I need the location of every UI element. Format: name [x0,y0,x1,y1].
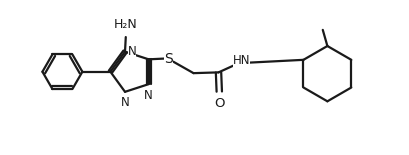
Text: HN: HN [233,54,250,67]
Text: O: O [214,97,225,110]
Text: S: S [164,52,173,66]
Text: H₂N: H₂N [114,18,138,31]
Text: N: N [128,45,137,58]
Text: N: N [144,89,153,102]
Text: N: N [121,96,129,109]
